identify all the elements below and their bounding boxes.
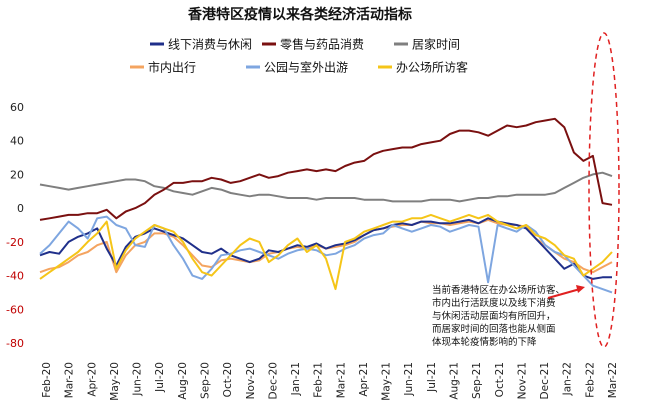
x-tick-label: Apr-20 — [86, 362, 98, 397]
annotation-line: 市内出行活跃度以及线下消费 — [432, 297, 556, 309]
highlight-ellipse — [588, 32, 620, 348]
x-tick-label: Jan-21 — [290, 362, 302, 396]
legend-label: 居家时间 — [412, 37, 460, 52]
y-tick-label: -60 — [6, 303, 24, 316]
x-tick-label: Aug-20 — [177, 362, 189, 400]
x-tick-label: Feb-21 — [313, 362, 325, 398]
x-tick-label: Oct-21 — [494, 362, 506, 397]
x-tick-label: Mar-21 — [335, 362, 347, 398]
y-tick-label: -20 — [6, 236, 24, 249]
legend-label: 公园与室外出游 — [264, 60, 348, 75]
y-axis-ticks: 60 40 20 0 -20 -40 -60 -80 — [6, 101, 24, 350]
x-tick-label: Mar-20 — [64, 362, 76, 398]
x-axis-ticks: Feb-20 Mar-20 Apr-20 May-20 Jun-20 Jul-20 Aug-… — [41, 362, 619, 401]
y-tick-label: 0 — [17, 202, 24, 215]
x-tick-label: Jul-21 — [426, 362, 438, 393]
x-tick-label: May-21 — [381, 362, 393, 401]
x-tick-label: Jun-20 — [132, 362, 144, 397]
chart-title: 香港特区疫情以来各类经济活动指标 — [187, 6, 412, 23]
annotation-line: 当前香港特区在办公场所访客、 — [432, 284, 565, 296]
series-layer — [39, 117, 613, 294]
x-tick-label: Aug-21 — [449, 362, 461, 400]
legend-label: 办公场所访客 — [396, 60, 468, 75]
annotation-arrowhead — [576, 285, 585, 293]
legend-label: 零售与药品消费 — [280, 37, 364, 52]
y-tick-label: -40 — [6, 270, 24, 283]
annotation-line: 而居家时间的回落也能从侧面 — [432, 323, 556, 335]
series-line-2 — [39, 117, 613, 221]
x-tick-label: Nov-21 — [516, 362, 528, 399]
legend-label: 线下消费与休闲 — [168, 38, 252, 52]
x-tick-label: Feb-20 — [41, 362, 53, 398]
y-tick-label: -80 — [6, 337, 24, 350]
x-tick-label: Jun-21 — [403, 362, 415, 397]
x-tick-label: Jul-20 — [154, 362, 166, 393]
annotation-layer: 当前香港特区在办公场所访客、市内出行活跃度以及线下消费与休闲活动层面均有所回升，… — [432, 32, 620, 348]
x-tick-label: Apr-21 — [358, 362, 370, 397]
series-line-1 — [39, 217, 612, 280]
x-tick-label: Sep-20 — [199, 362, 211, 399]
annotation-arrow — [547, 288, 581, 299]
x-tick-label: May-20 — [109, 362, 121, 401]
annotation-text: 当前香港特区在办公场所访客、市内出行活跃度以及线下消费与休闲活动层面均有所回升，… — [432, 284, 565, 348]
annotation-line: 与休闲活动层面均有所回升， — [432, 310, 556, 322]
y-tick-label: 20 — [10, 168, 24, 181]
x-tick-label: Oct-20 — [222, 362, 234, 397]
series-line-3 — [39, 171, 613, 203]
legend-label: 市内出行 — [148, 60, 196, 75]
y-tick-label: 40 — [10, 135, 24, 148]
x-tick-label: Feb-22 — [584, 362, 596, 398]
annotation-line: 体现本轮疫情影响的下降 — [432, 336, 537, 348]
x-tick-label: Dec-21 — [539, 362, 551, 399]
x-tick-label: Nov-20 — [245, 362, 257, 399]
x-tick-label: Dec-20 — [267, 362, 279, 399]
series-line-6 — [39, 213, 613, 291]
x-tick-label: Sep-21 — [471, 362, 483, 399]
y-tick-label: 60 — [10, 101, 24, 114]
x-tick-label: Jan-22 — [562, 362, 574, 396]
series-line-5 — [39, 215, 613, 294]
x-tick-label: Mar-22 — [607, 362, 619, 398]
